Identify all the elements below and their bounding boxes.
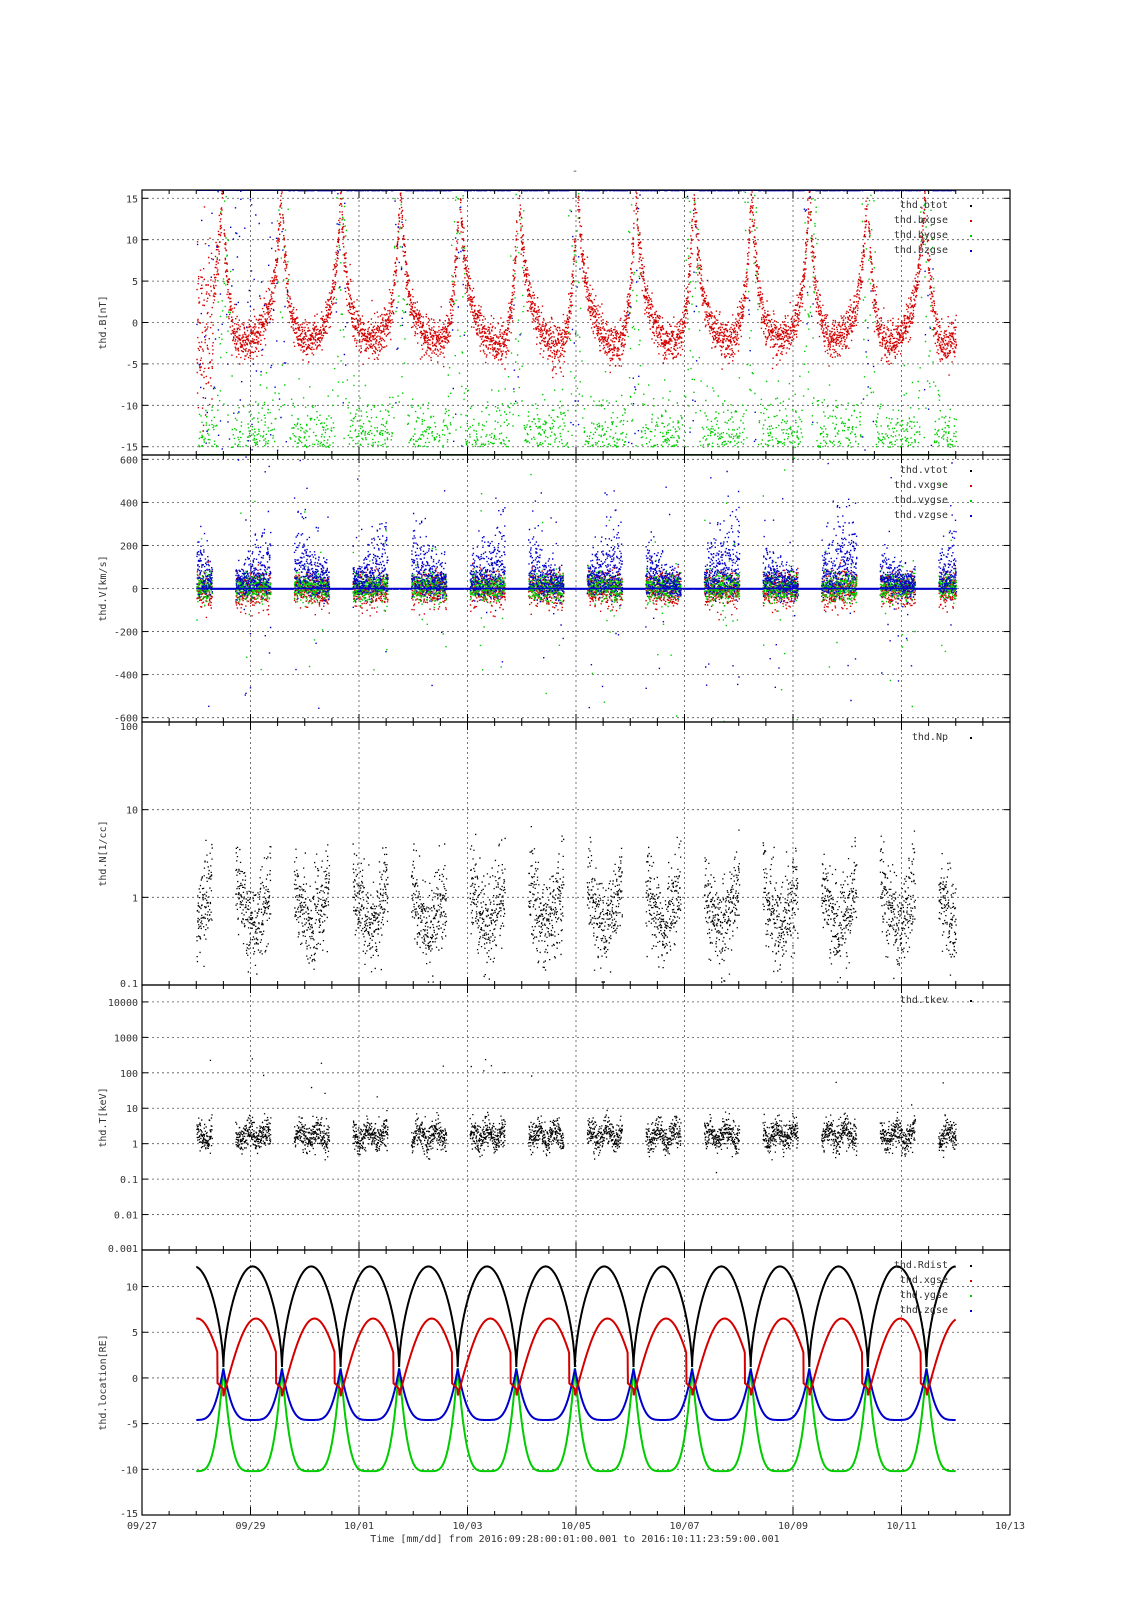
- data-V: [196, 456, 958, 722]
- x-tick-label: 10/05: [561, 1521, 591, 1532]
- y-tick-label: -400: [114, 671, 138, 682]
- legend-label: thd.Np: [912, 732, 948, 743]
- panel-T: 10000 1000 100 10 1 0.1 0.01 0.001 thd.T[keV] thd…: [98, 984, 1011, 1255]
- y-tick-label: 0.1: [120, 1175, 138, 1186]
- grid-N: [142, 722, 1010, 985]
- y-tick-label: 5: [132, 277, 138, 288]
- panel-B: 15 10 5 0 -5 -10 -15 thd.B[nT] thd.btot thd.bxgse…: [98, 189, 1011, 456]
- legend-marker: [970, 1295, 972, 1297]
- data-B: [196, 190, 958, 455]
- legend-marker: [970, 1000, 972, 1002]
- series-np-points: [196, 826, 958, 983]
- series-tkev-points: [196, 1058, 958, 1174]
- y-tick-label: -600: [114, 714, 138, 725]
- data-L: [196, 1265, 957, 1473]
- panel-N: 100 10 1 0.1 thd.N[1/cc] thd.Np: [98, 721, 1011, 990]
- y-tick-label: 10000: [108, 998, 138, 1009]
- y-tick-label: 0: [132, 1374, 138, 1385]
- legend-label: thd.tkev: [900, 995, 948, 1006]
- legend-label: thd.vygse: [894, 495, 948, 506]
- y-tick-label: -5: [126, 1420, 138, 1431]
- y-tick-label: 10: [126, 806, 138, 817]
- x-tick-label: 10/01: [344, 1521, 374, 1532]
- legend-marker: [970, 500, 972, 502]
- y-tick-label: -200: [114, 628, 138, 639]
- y-tick-label: 600: [120, 455, 138, 466]
- legend-label: thd.vzgse: [894, 510, 948, 521]
- series-bygse-points: [198, 190, 958, 449]
- y-tick-label: 1: [132, 1140, 138, 1151]
- legend-label: thd.btot: [900, 200, 948, 211]
- y-tick-label: 0: [132, 319, 138, 330]
- y-tick-label: 10: [126, 1104, 138, 1115]
- y-tick-label: -15: [120, 443, 138, 454]
- legend-marker: [970, 515, 972, 517]
- y-tick-label: 100: [120, 722, 138, 733]
- y-tick-label: -10: [120, 1465, 138, 1476]
- y-axis-label: thd.T[keV]: [98, 1087, 109, 1147]
- legend-marker: [970, 1265, 972, 1267]
- time-range-caption: Time [mm/dd] from 2016:09:28:00:01:00.00…: [370, 1534, 779, 1545]
- y-tick-label: 100: [120, 1069, 138, 1080]
- y-axis-label: thd.location[RE]: [98, 1334, 109, 1430]
- y-tick-label: 0: [132, 585, 138, 596]
- y-axis-label: thd.N[1/cc]: [98, 820, 109, 886]
- legend-marker: [970, 235, 972, 237]
- legend-label: thd.bxgse: [894, 215, 948, 226]
- grid-B: [142, 190, 1010, 455]
- legend-marker: [970, 737, 972, 739]
- y-tick-label: 0.001: [108, 1244, 138, 1255]
- series-xgse-line: [196, 1317, 957, 1397]
- series-zgse-line: [196, 1368, 956, 1421]
- legend-marker: [970, 1280, 972, 1282]
- legend-label: thd.vxgse: [894, 480, 948, 491]
- data-T: [196, 1058, 958, 1174]
- legend-marker: [970, 470, 972, 472]
- panel-L: 10 5 0 -5 -10 -15 thd.location[RE] thd.Rdist thd…: [98, 1249, 1011, 1520]
- x-tick-label: 10/07: [669, 1521, 699, 1532]
- legend-marker: [970, 205, 972, 207]
- y-tick-label: -10: [120, 401, 138, 412]
- y-tick-label: -15: [120, 1509, 138, 1520]
- legend-label: thd.zgse: [900, 1305, 948, 1316]
- y-tick-label: 15: [126, 194, 138, 205]
- x-tick-label: 10/11: [886, 1521, 916, 1532]
- legend-marker: [970, 250, 972, 252]
- legend-label: thd.Rdist: [894, 1260, 948, 1271]
- y-tick-label: 10: [126, 236, 138, 247]
- x-tick-label: 09/29: [235, 1521, 265, 1532]
- y-tick-label: 10: [126, 1283, 138, 1294]
- y-tick-label: 400: [120, 498, 138, 509]
- data-N: [196, 826, 958, 983]
- y-tick-label: 1000: [114, 1033, 138, 1044]
- x-tick-label: 10/09: [778, 1521, 808, 1532]
- y-tick-label: -5: [126, 360, 138, 371]
- legend-label: thd.vtot: [900, 465, 948, 476]
- series-ygse-line: [196, 1367, 956, 1473]
- y-axis-label: thd.V[km/s]: [98, 555, 109, 621]
- series-bxgse-points: [196, 190, 958, 432]
- x-tick-label: 09/27: [127, 1521, 157, 1532]
- legend-label: thd.ygse: [900, 1290, 948, 1301]
- legend-label: thd.bzgse: [894, 245, 948, 256]
- figure-title: -: [572, 166, 578, 177]
- y-tick-label: 1: [132, 893, 138, 904]
- x-tick-label: 10/13: [995, 1521, 1025, 1532]
- x-tick-label: 10/03: [452, 1521, 482, 1532]
- legend-label: thd.bygse: [894, 230, 948, 241]
- panel-V: 600 400 200 0 -200 -400 -600 thd.V[km/s] thd.vto…: [98, 454, 1011, 725]
- y-tick-label: 200: [120, 541, 138, 552]
- legend-marker: [970, 1310, 972, 1312]
- y-axis-label: thd.B[nT]: [98, 295, 109, 349]
- legend-marker: [970, 485, 972, 487]
- y-tick-label: 5: [132, 1328, 138, 1339]
- series-rdist-line: [196, 1265, 957, 1368]
- y-tick-label: 0.1: [120, 979, 138, 990]
- series-vzgse-points: [196, 456, 958, 709]
- legend-label: thd.xgse: [900, 1275, 948, 1286]
- grid-T: [142, 985, 1010, 1250]
- legend-marker: [970, 220, 972, 222]
- y-tick-label: 0.01: [114, 1211, 138, 1222]
